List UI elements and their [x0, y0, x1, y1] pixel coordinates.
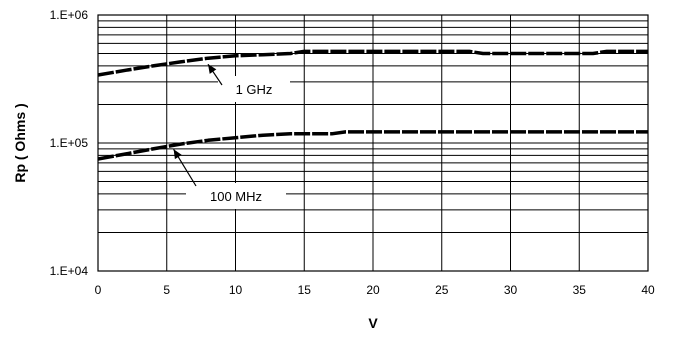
series-layer [97, 49, 648, 161]
x-tick-label: 0 [95, 283, 102, 297]
y-tick-label: 1.E+06 [50, 8, 89, 22]
annotation-100mhz: 100 MHz [173, 148, 286, 209]
x-tick-label: 20 [366, 283, 380, 297]
tick-layer: 0 5 10 15 20 25 30 35 40 1.E+04 1.E+05 1.E+06 [50, 8, 655, 297]
annotation-label: 100 MHz [210, 189, 262, 204]
annotation-1ghz: 1 GHz [207, 63, 290, 102]
x-tick-label: 10 [229, 283, 243, 297]
annotation-label: 1 GHz [236, 82, 273, 97]
x-tick-label: 15 [298, 283, 312, 297]
plot-frame [97, 14, 649, 272]
annotation-arrowhead [208, 64, 217, 74]
y-axis-title: Rp ( Ohms ) [12, 103, 28, 182]
annotation-box [186, 183, 286, 209]
series-1ghz-line [97, 49, 648, 77]
x-tick-label: 5 [163, 283, 170, 297]
x-tick-label: 40 [641, 283, 655, 297]
y-tick-label: 1.E+05 [50, 136, 89, 150]
series-100mhz-line [97, 130, 648, 161]
x-tick-label: 35 [573, 283, 587, 297]
annotation-arrowhead [173, 149, 182, 160]
annotation-layer: 1 GHz 100 MHz [173, 63, 290, 209]
x-tick-label: 25 [435, 283, 449, 297]
annotation-box [218, 76, 290, 102]
x-tick-label: 30 [504, 283, 518, 297]
x-axis-title: V [368, 315, 378, 331]
y-tick-label: 1.E+04 [50, 264, 89, 278]
